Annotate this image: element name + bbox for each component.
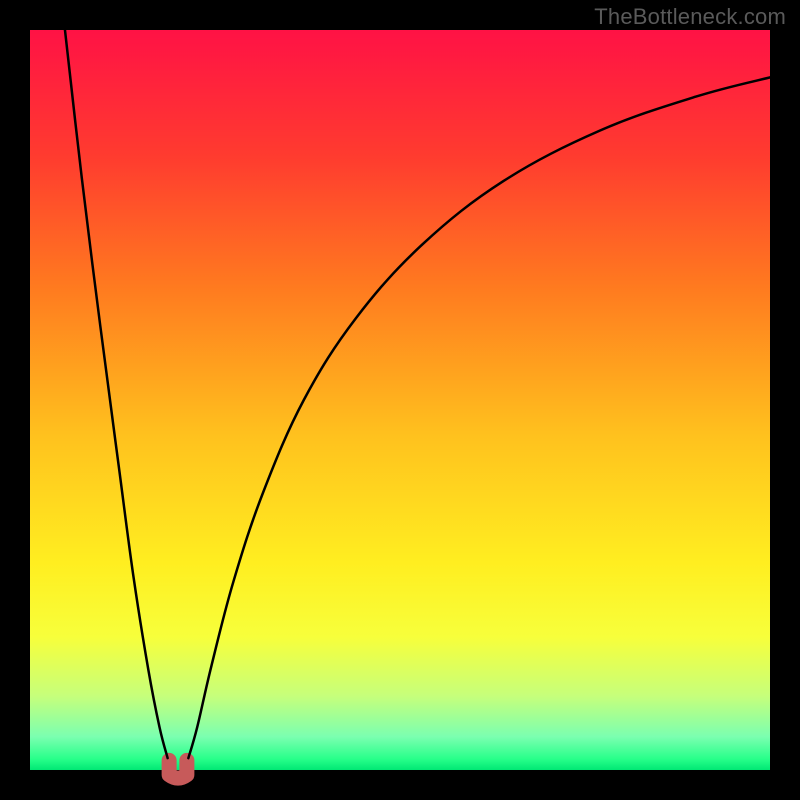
- bottleneck-chart: [0, 0, 800, 800]
- gradient-background: [30, 30, 770, 770]
- chart-container: { "watermark": "TheBottleneck.com", "cha…: [0, 0, 800, 800]
- watermark-text: TheBottleneck.com: [594, 4, 786, 30]
